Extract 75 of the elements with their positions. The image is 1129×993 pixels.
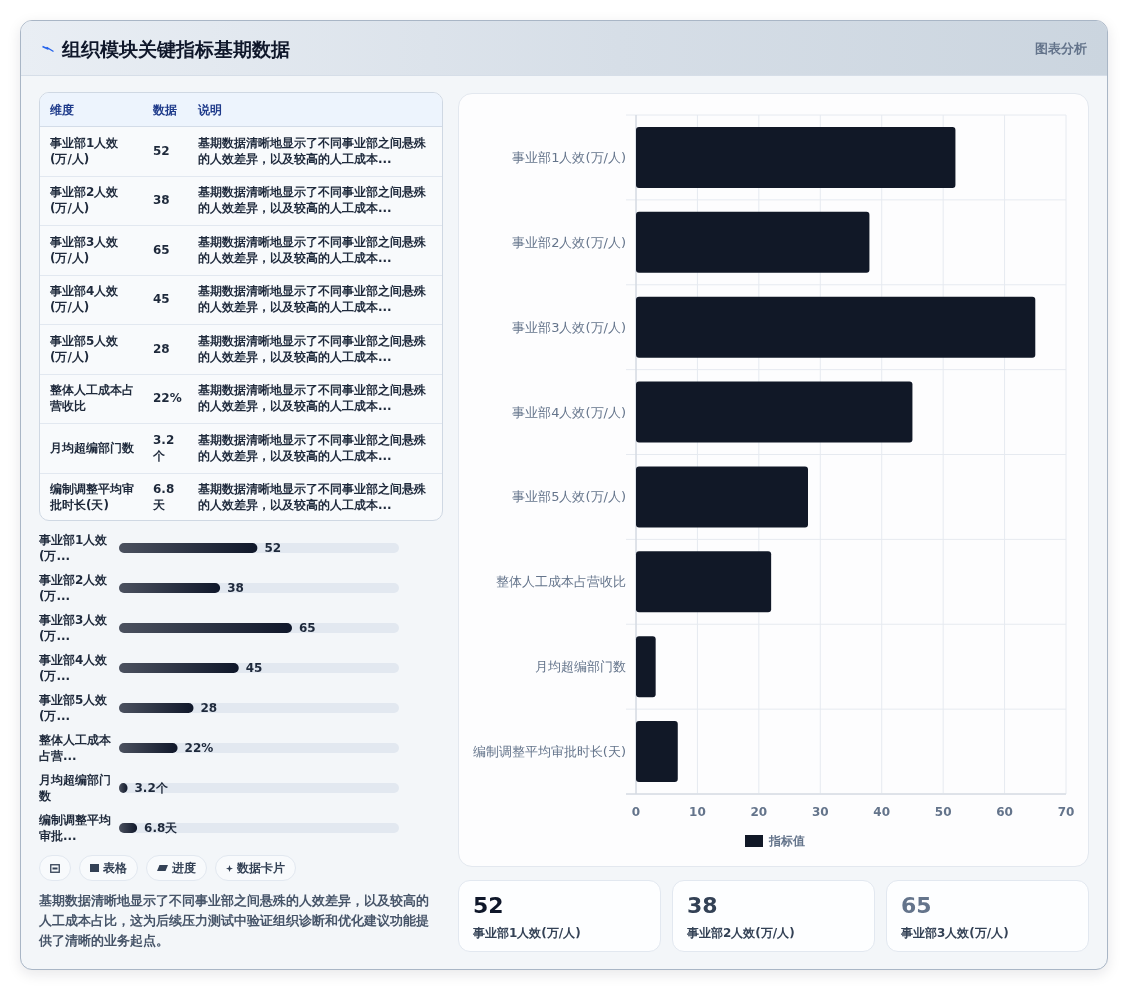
data-label: 65 — [901, 893, 932, 919]
bar — [119, 703, 194, 713]
x-tick-label: 0 — [631, 805, 641, 820]
y-tick-label: 事业部4人效(万... — [39, 652, 109, 684]
text: 数据 — [153, 101, 177, 118]
y-tick-label: 编制调整平均审批时长(天) — [472, 744, 626, 760]
bar — [636, 126, 956, 188]
text: 38 — [153, 193, 170, 208]
y-tick-label: 事业部2人效(万... — [39, 572, 109, 604]
text: 52 — [153, 143, 170, 158]
data-label: 45 — [245, 660, 263, 676]
data-label: 38 — [227, 580, 244, 596]
text: 22% — [153, 391, 182, 406]
text: 基期数据清晰地显示了不同事业部之间悬殊的人效差异，以及较高的人工成本占比，这为后续压力测试中验证组织诊断和优化建议功能提供了清晰的业务起点。 — [39, 892, 430, 950]
text: 基期数据清晰地显示了不同事业部之间悬殊的人效差异，以及较高的人工成本... — [198, 134, 427, 167]
text: 基期数据清晰地显示了不同事业部之间悬殊的人效差异，以及较高的人工成本... — [198, 233, 427, 266]
y-tick-label: 编制调整平均审批... — [39, 812, 112, 844]
category-label: 表格 — [103, 860, 127, 876]
category-label: 进度 — [172, 860, 196, 876]
data-label: 3.2个 — [134, 780, 168, 796]
y-tick-label: 事业部5人效(万... — [39, 692, 109, 724]
y-tick-label: 整体人工成本占营... — [39, 732, 112, 764]
text: 65 — [153, 242, 170, 257]
bar — [636, 636, 656, 698]
y-tick-label: 事业部3人效(万... — [39, 612, 109, 644]
text: 基期数据清晰地显示了不同事业部之间悬殊的人效差异，以及较高的人工成本... — [198, 184, 427, 217]
data-label: 52 — [473, 893, 504, 919]
y-tick-label: 事业部1人效(万... — [39, 532, 109, 564]
y-tick-label: 整体人工成本占营收比 — [496, 574, 626, 590]
bar — [636, 551, 772, 613]
text: 说明 — [198, 101, 222, 118]
text: 基期数据清晰地显示了不同事业部之间悬殊的人效差异，以及较高的人工成本... — [198, 283, 427, 316]
y-tick-label: 事业部2人效(万/人) — [512, 234, 626, 250]
x-tick-label: 70 — [1057, 805, 1075, 820]
x-tick-label: 40 — [873, 805, 891, 820]
category-label: 事业部3人效(万/人) — [901, 925, 1009, 941]
y-tick-label: 事业部3人效(万/人) — [512, 319, 626, 335]
category-label: 月均超编部门数 — [50, 439, 134, 456]
bar — [636, 381, 913, 443]
data-label: 65 — [299, 620, 316, 636]
y-tick-label: 事业部1人效(万/人) — [512, 149, 626, 165]
category-label: 事业部2人效(万/人) — [687, 925, 795, 941]
x-tick-label: 30 — [811, 805, 829, 820]
y-tick-label: 事业部4人效(万/人) — [512, 404, 626, 420]
text: 基期数据清晰地显示了不同事业部之间悬殊的人效差异，以及较高的人工成本... — [198, 431, 427, 464]
text: 45 — [153, 292, 170, 307]
y-tick-label: 月均超编部门数 — [535, 659, 626, 675]
text: 6.8天 — [153, 482, 175, 513]
data-label: 6.8天 — [144, 820, 178, 836]
x-tick-label: 50 — [934, 805, 952, 820]
text: 3.2个 — [153, 432, 175, 463]
data-label: 28 — [200, 700, 218, 716]
bar — [119, 743, 178, 753]
text: 基期数据清晰地显示了不同事业部之间悬殊的人效差异，以及较高的人工成本... — [198, 332, 427, 365]
text: 基期数据清晰地显示了不同事业部之间悬殊的人效差异，以及较高的人工成本... — [198, 481, 427, 514]
y-tick-label: 事业部5人效(万/人) — [512, 489, 626, 505]
legend-label: 指标值 — [768, 833, 805, 849]
bar — [636, 466, 808, 528]
y-tick-label: 月均超编部门数 — [39, 772, 112, 804]
category-label: 事业部1人效(万/人) — [473, 925, 581, 941]
data-label: 52 — [264, 540, 282, 556]
category-label: 数据卡片 — [237, 860, 285, 876]
x-tick-label: 60 — [996, 805, 1013, 820]
data-label: 22% — [184, 740, 214, 756]
x-tick-label: 20 — [750, 805, 768, 820]
bar — [636, 296, 1036, 358]
text: 基期数据清晰地显示了不同事业部之间悬殊的人效差异，以及较高的人工成本... — [198, 382, 427, 415]
text: 组织模块关键指标基期数据 — [62, 36, 290, 61]
text: 维度 — [50, 101, 74, 118]
bar — [636, 211, 870, 273]
text: 图表分析 — [1035, 39, 1087, 58]
data-label: 38 — [687, 893, 718, 919]
bar — [636, 721, 678, 783]
x-tick-label: 10 — [689, 805, 706, 820]
text: 28 — [153, 341, 170, 356]
